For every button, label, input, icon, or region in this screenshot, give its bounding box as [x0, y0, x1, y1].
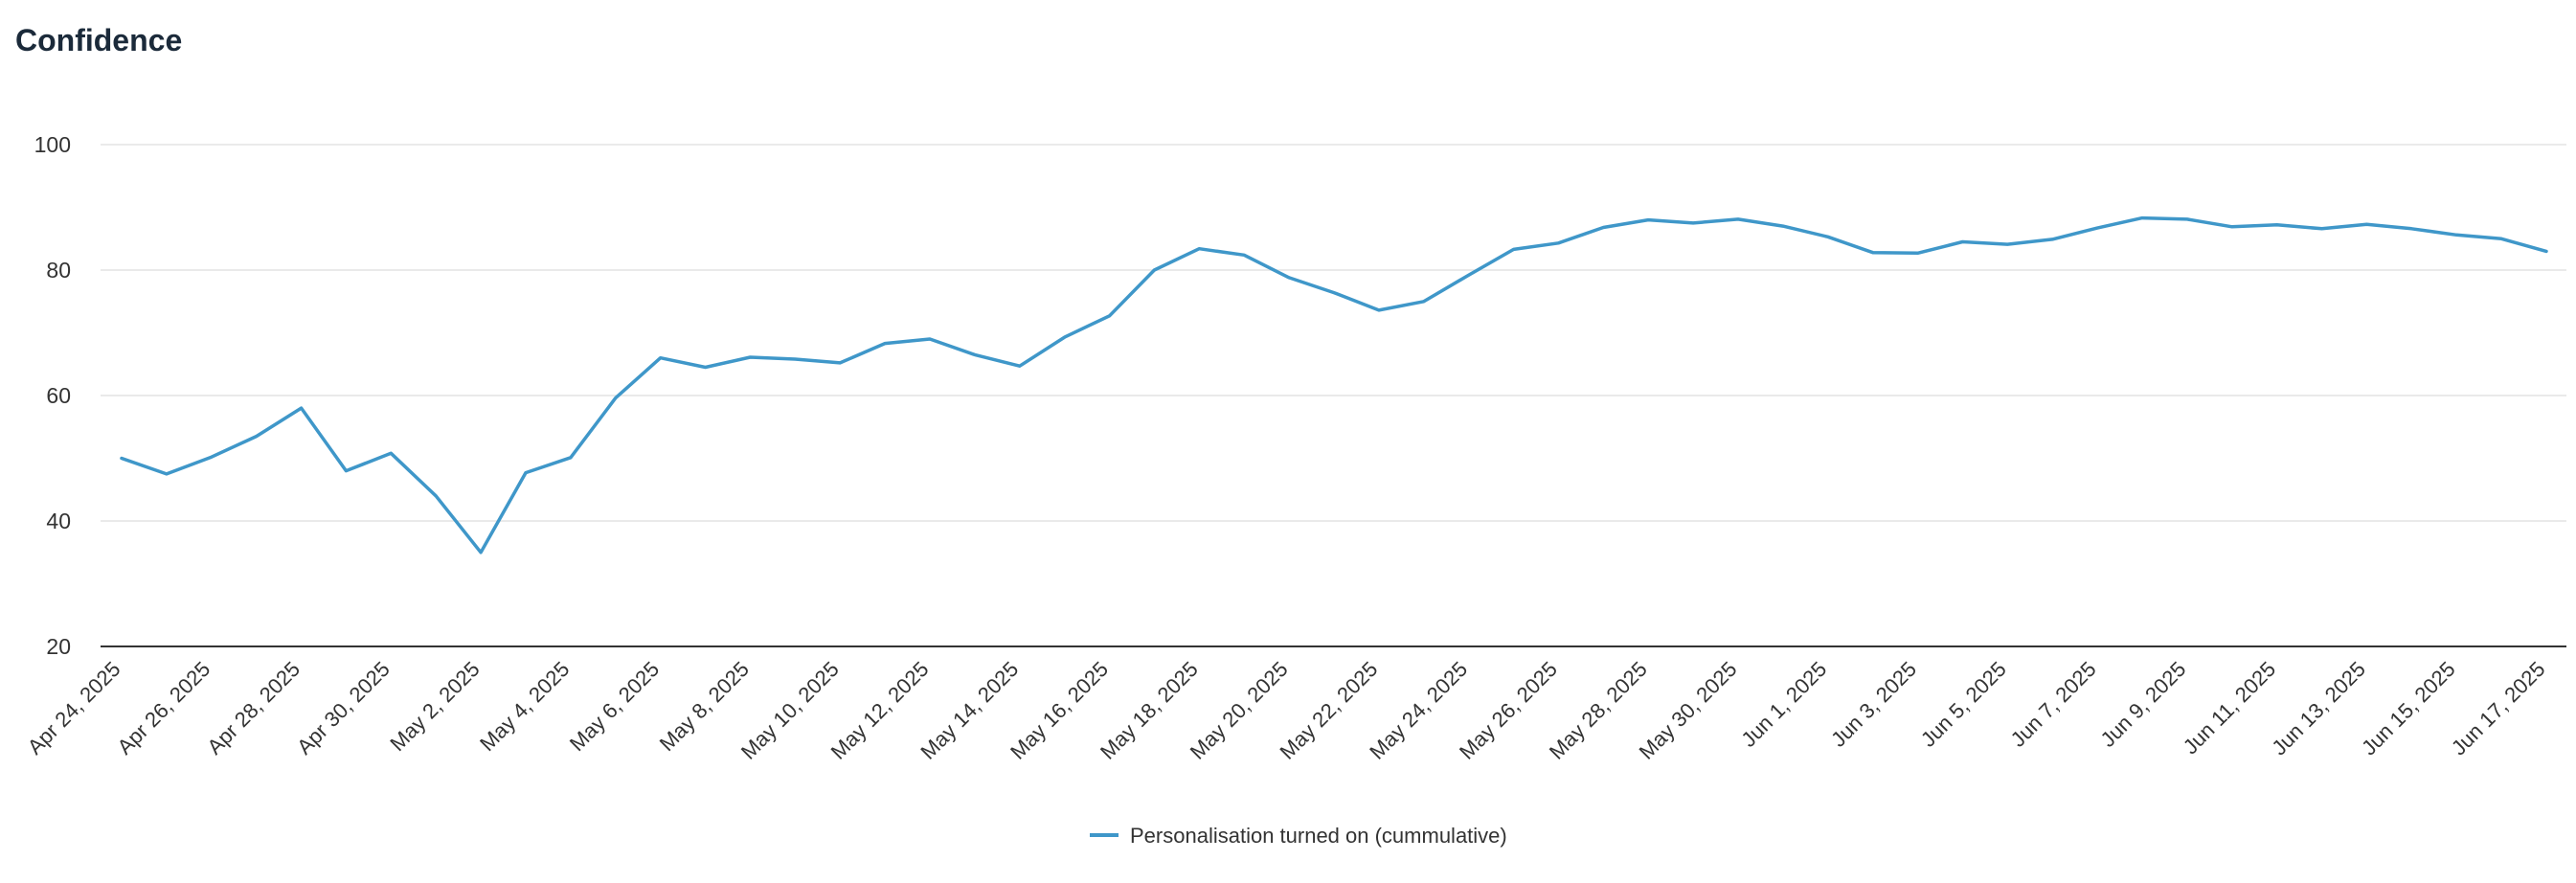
chart-title: Confidence	[15, 23, 183, 57]
y-axis-ticks: 20 40 60 80 100	[34, 132, 71, 659]
legend: Personalisation turned on (cummulative)	[1090, 824, 1507, 848]
gridlines	[101, 144, 2566, 647]
y-tick-label: 40	[46, 509, 71, 533]
y-tick-label: 80	[46, 258, 71, 283]
x-tick-label: Jun 15, 2025	[2357, 657, 2460, 760]
x-tick-label: May 6, 2025	[565, 657, 664, 756]
x-tick-label: Jun 9, 2025	[2095, 657, 2190, 752]
y-tick-label: 20	[46, 634, 71, 659]
x-tick-label: Apr 26, 2025	[113, 657, 215, 759]
x-tick-label: Jun 7, 2025	[2006, 657, 2101, 752]
x-tick-label: Apr 30, 2025	[292, 657, 395, 759]
legend-label: Personalisation turned on (cummulative)	[1130, 824, 1507, 848]
x-tick-label: Jun 1, 2025	[1736, 657, 1831, 752]
x-tick-label: May 2, 2025	[385, 657, 484, 756]
y-tick-label: 100	[34, 132, 71, 157]
x-tick-label: Apr 28, 2025	[202, 657, 305, 759]
x-tick-label: Jun 17, 2025	[2447, 657, 2550, 760]
x-tick-label: May 4, 2025	[475, 657, 574, 756]
x-tick-label: Jun 11, 2025	[2179, 657, 2280, 758]
x-tick-label: Apr 24, 2025	[23, 657, 125, 759]
x-tick-label: Jun 13, 2025	[2267, 657, 2370, 760]
x-tick-label: Jun 3, 2025	[1826, 657, 1921, 752]
x-tick-label: Jun 5, 2025	[1916, 657, 2011, 752]
series-line	[120, 215, 2548, 555]
series-lines	[120, 215, 2548, 555]
y-tick-label: 60	[46, 383, 71, 408]
x-tick-label: May 8, 2025	[655, 657, 754, 756]
